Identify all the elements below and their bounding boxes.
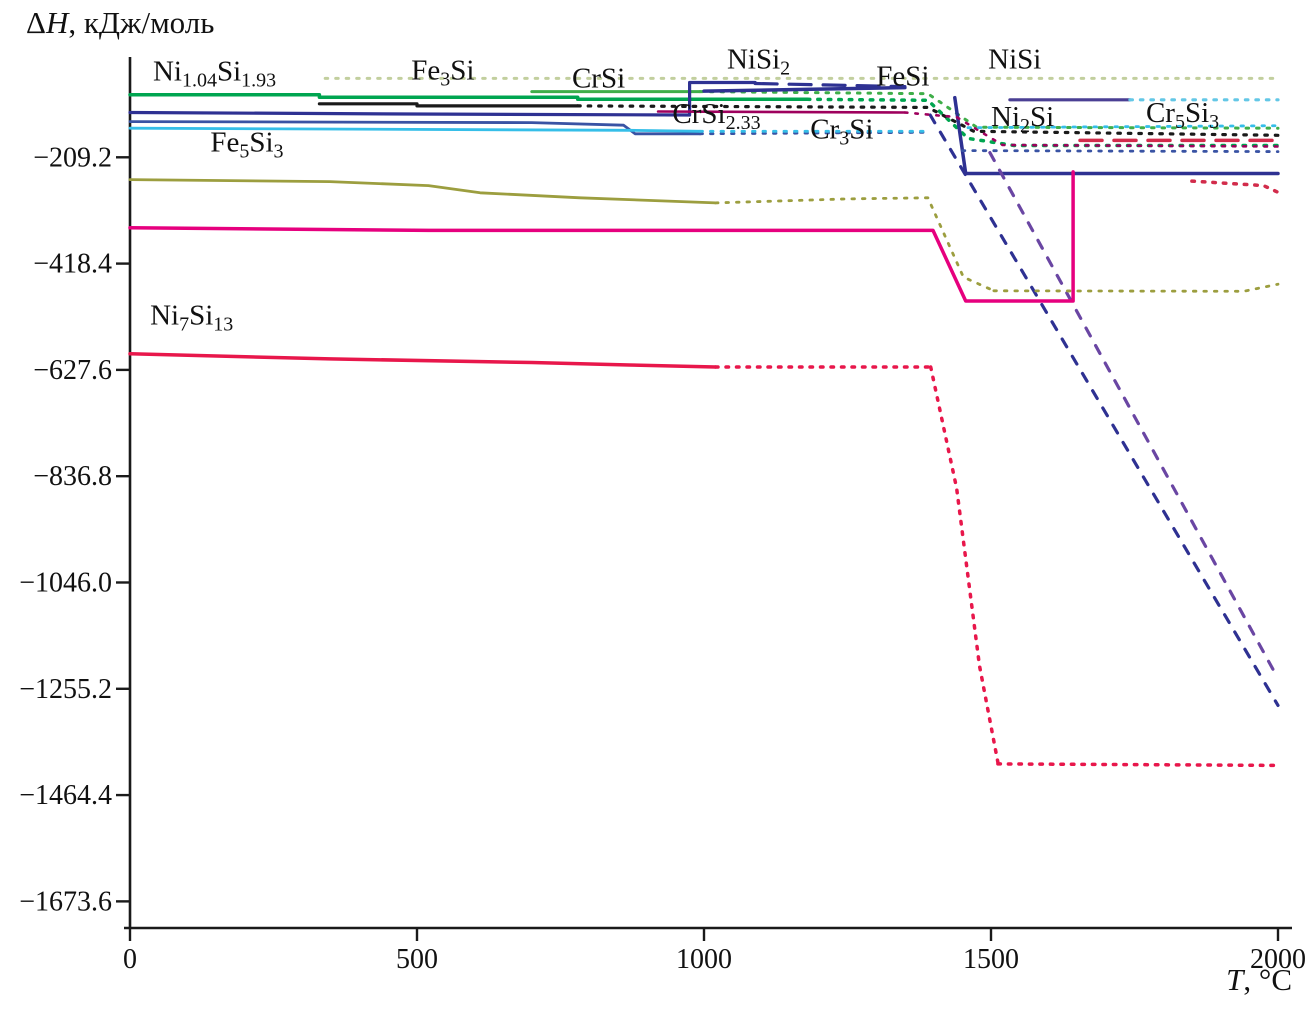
x-tick-label: 1500 [963,944,1019,975]
series-label-Ni7Si13: Ni7Si13 [150,299,233,335]
series-FeSi [702,85,907,93]
y-tick-label: −1464.4 [19,780,112,811]
series-NiSi2 [928,113,1280,708]
series-Ni1.04Si1.93 [128,92,810,102]
series-Fe3Si [317,102,580,108]
series-label-Cr5Si3: Cr5Si3 [1146,97,1219,133]
series-Cr3Si [128,120,702,136]
series-NiSi [988,151,1280,681]
series-label-FeSi: FeSi [876,61,929,93]
series-Ni7Si13 [928,365,1000,765]
series-Fe5Si3 [714,196,996,293]
series-Fe5Si3 [128,178,717,205]
y-tick-label: −627.6 [33,355,112,386]
series-label-Cr3Si: Cr3Si [810,113,873,149]
series-FeSi [953,95,968,176]
series-label-Fe5Si3: Fe5Si3 [210,127,283,163]
y-axis-title: ΔH, кДж/моль [26,5,214,40]
series-Cr5Si3 [128,126,702,133]
y-tick-label: −209.2 [33,142,112,173]
series-label-CrSi: CrSi [572,63,625,95]
series-Ni7Si13 [996,762,1280,768]
series-Ni2Si [128,170,1075,303]
series-NiSi2 [128,80,757,117]
series-CrSi2.33 [903,111,1280,148]
series-Ni2Si [1190,179,1280,195]
series-label-NiSi2: NiSi2 [727,43,790,79]
series-CrSi2.33 [656,110,907,114]
y-tick-label: −1046.0 [19,567,112,598]
series-Cr5Si3 [966,124,1280,130]
series-NiSi2 [753,81,907,89]
series-label-Ni2Si: Ni2Si [991,101,1054,137]
series-Fe5Si3 [992,282,1280,293]
y-tick-label: −418.4 [33,249,112,280]
series-label-CrSi233: CrSi2.33 [672,98,760,134]
series-label-Ni104Si193: Ni1.04Si1.93 [153,55,276,91]
series-Ni7Si13 [128,352,718,369]
y-tick-label: −1673.6 [19,886,112,917]
x-tick-label: 2000 [1250,944,1306,975]
x-tick-label: 500 [396,944,438,975]
x-tick-label: 1000 [676,944,732,975]
series-Cr3Si [960,149,1280,154]
series-label-NiSi: NiSi [988,43,1041,75]
x-axis-title: T, °C [1226,962,1292,997]
x-tick-label: 0 [123,944,137,975]
y-tick-label: −836.8 [33,461,112,492]
y-tick-label: −1255.2 [19,674,112,705]
series-label-Fe3Si: Fe3Si [411,54,474,90]
